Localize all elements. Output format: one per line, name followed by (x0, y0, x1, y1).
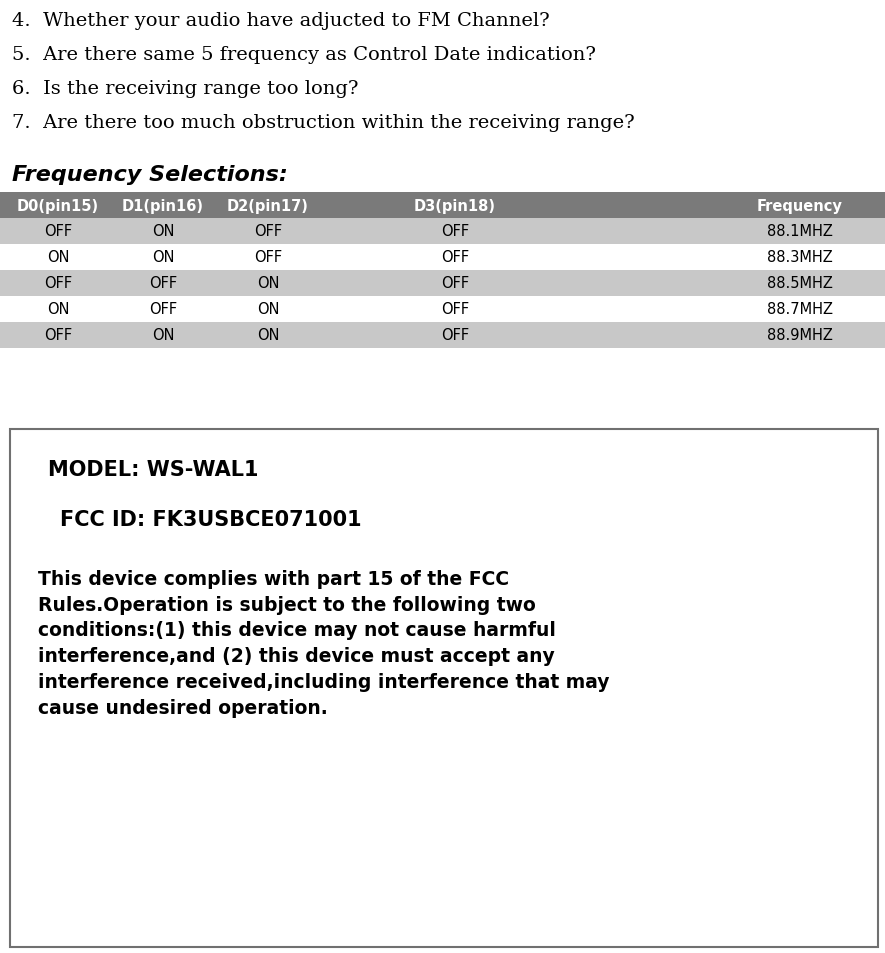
Text: OFF: OFF (44, 224, 72, 239)
Text: D1(pin16): D1(pin16) (122, 198, 204, 213)
Text: OFF: OFF (254, 224, 282, 239)
Text: ON: ON (257, 276, 280, 292)
Text: 6.  Is the receiving range too long?: 6. Is the receiving range too long? (12, 80, 358, 98)
Text: FCC ID: FK3USBCE071001: FCC ID: FK3USBCE071001 (60, 510, 362, 530)
Text: 5.  Are there same 5 frequency as Control Date indication?: 5. Are there same 5 frequency as Control… (12, 46, 596, 64)
Text: OFF: OFF (149, 302, 177, 317)
Text: ON: ON (151, 328, 174, 343)
Text: ON: ON (257, 302, 280, 317)
Text: 88.3MHZ: 88.3MHZ (767, 251, 833, 265)
Text: OFF: OFF (441, 224, 469, 239)
Text: OFF: OFF (254, 251, 282, 265)
Text: MODEL: WS-WAL1: MODEL: WS-WAL1 (48, 459, 258, 479)
Bar (0, 245, 885, 271)
Text: 88.1MHZ: 88.1MHZ (767, 224, 833, 239)
Text: ON: ON (47, 302, 69, 317)
Text: 88.9MHZ: 88.9MHZ (767, 328, 833, 343)
Text: This device complies with part 15 of the FCC
Rules.Operation is subject to the f: This device complies with part 15 of the… (38, 569, 610, 717)
Text: ON: ON (151, 251, 174, 265)
Text: 7.  Are there too much obstruction within the receiving range?: 7. Are there too much obstruction within… (12, 113, 635, 132)
Text: Frequency: Frequency (757, 198, 843, 213)
Bar (0, 323, 885, 349)
Bar (0, 296, 885, 323)
Text: D2(pin17): D2(pin17) (227, 198, 309, 213)
Text: OFF: OFF (149, 276, 177, 292)
Text: OFF: OFF (44, 276, 72, 292)
Bar (0, 271, 885, 296)
Text: OFF: OFF (441, 251, 469, 265)
Text: OFF: OFF (441, 276, 469, 292)
Text: D0(pin15): D0(pin15) (17, 198, 99, 213)
Text: Frequency Selections:: Frequency Selections: (12, 165, 288, 185)
Text: 88.7MHZ: 88.7MHZ (767, 302, 833, 317)
Bar (0, 219, 885, 245)
Text: ON: ON (47, 251, 69, 265)
Text: 4.  Whether your audio have adjucted to FM Channel?: 4. Whether your audio have adjucted to F… (12, 12, 550, 30)
FancyBboxPatch shape (10, 430, 878, 947)
Bar (0, 193, 885, 219)
Text: OFF: OFF (441, 302, 469, 317)
Text: ON: ON (151, 224, 174, 239)
Text: OFF: OFF (441, 328, 469, 343)
Text: D3(pin18): D3(pin18) (414, 198, 496, 213)
Text: ON: ON (257, 328, 280, 343)
Text: OFF: OFF (44, 328, 72, 343)
Text: 88.5MHZ: 88.5MHZ (767, 276, 833, 292)
